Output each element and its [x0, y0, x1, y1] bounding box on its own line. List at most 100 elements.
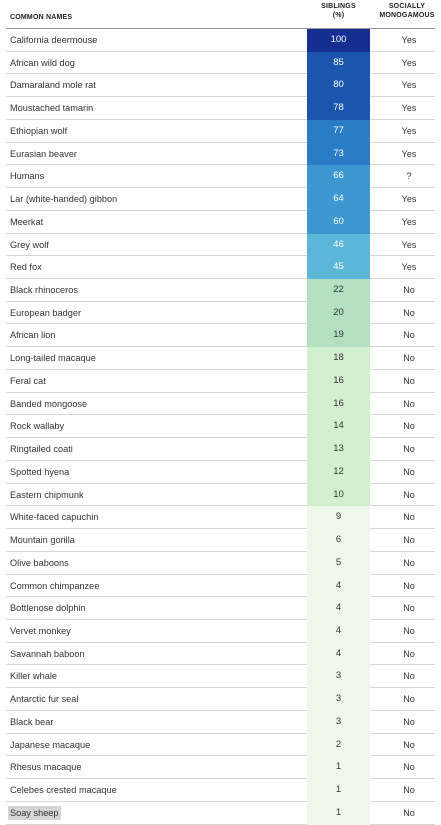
table-row: Grey wolf 46 Yes [6, 233, 435, 257]
table-row: Eurasian beaver 73 Yes [6, 142, 435, 166]
siblings-cell: 19 [307, 324, 370, 348]
table-row: Rhesus macaque 1 No [6, 756, 435, 780]
table-row: Mountain gorilla 6 No [6, 529, 435, 552]
table-row: Eastern chipmunk 10 No [6, 483, 435, 507]
table-row: Black bear 3 No [6, 710, 435, 734]
row-name: Japanese macaque [10, 739, 91, 750]
row-name: Spotted hyena [10, 466, 70, 477]
table-row: Moustached tamarin 78 Yes [6, 97, 435, 120]
siblings-cell: 14 [307, 415, 370, 439]
table-row: Soay sheep 1 No [6, 801, 435, 825]
monogamous-cell: Yes [401, 57, 417, 68]
row-name: Soay sheep [8, 805, 61, 820]
siblings-cell: 77 [307, 119, 370, 143]
monogamous-cell: Yes [401, 148, 417, 159]
siblings-cell: 12 [307, 460, 370, 484]
table-row: Japanese macaque 2 No [6, 733, 435, 757]
monogamous-cell: Yes [401, 125, 417, 136]
monogamous-cell: Yes [401, 262, 417, 273]
siblings-cell: 3 [307, 710, 370, 734]
siblings-cell: 4 [307, 619, 370, 643]
siblings-cell: 78 [307, 97, 370, 120]
monogamous-cell: No [403, 739, 415, 750]
monogamous-cell: No [403, 603, 415, 614]
header-divider [6, 28, 435, 29]
table-row: Ethiopian wolf 77 Yes [6, 119, 435, 143]
monogamous-cell: Yes [401, 216, 417, 227]
monogamous-cell: No [403, 557, 415, 568]
table-row: Humans 66? [6, 165, 435, 189]
siblings-cell: 13 [307, 438, 370, 461]
table-row: Savannah baboon 4 No [6, 642, 435, 666]
monogamous-cell: No [403, 785, 415, 796]
siblings-cell: 64 [307, 188, 370, 211]
row-name: African wild dog [10, 57, 75, 68]
row-name: Rock wallaby [10, 421, 65, 432]
table-row: Lar (white-handed) gibbon 64 Yes [6, 188, 435, 211]
table-row: Ringtailed coati 13 No [6, 438, 435, 461]
siblings-cell: 9 [307, 506, 370, 530]
row-name: Banded mongoose [10, 398, 88, 409]
row-name: Antarctic fur seal [10, 694, 79, 705]
row-name: Savannah baboon [10, 648, 85, 659]
row-name: White-faced capuchin [10, 512, 99, 523]
table-row: Long-tailed macaque 18 No [6, 347, 435, 370]
monogamous-cell: No [403, 489, 415, 500]
row-name: Celebes crested macaque [10, 785, 117, 796]
siblings-cell: 80 [307, 74, 370, 98]
monogamous-cell: No [403, 648, 415, 659]
table-row: Vervet monkey 4 No [6, 619, 435, 643]
siblings-cell: 10 [307, 483, 370, 507]
table-row: Feral cat 16 No [6, 369, 435, 393]
monogamous-cell: No [403, 375, 415, 386]
row-name: Feral cat [10, 375, 46, 386]
header-siblings: SIBLINGS (%) [307, 2, 370, 20]
siblings-cell: 1 [307, 801, 370, 825]
siblings-cell: 4 [307, 597, 370, 620]
monogamous-cell: No [403, 807, 415, 818]
row-name: Black rhinoceros [10, 285, 78, 296]
table-row: Killer whale 3 No [6, 665, 435, 689]
monogamous-cell: No [403, 625, 415, 636]
siblings-cell: 45 [307, 256, 370, 280]
row-name: Red fox [10, 262, 42, 273]
header-socially-monogamous: SOCIALLY MONOGAMOUS [376, 2, 438, 20]
siblings-cell: 16 [307, 392, 370, 416]
monogamous-cell: No [403, 694, 415, 705]
row-name: Lar (white-handed) gibbon [10, 194, 118, 205]
row-name: Eurasian beaver [10, 148, 77, 159]
siblings-cell: 1 [307, 779, 370, 802]
siblings-cell: 85 [307, 51, 370, 75]
table-row: Olive baboons 5 No [6, 551, 435, 575]
siblings-cell: 1 [307, 756, 370, 780]
row-name: Meerkat [10, 216, 44, 227]
header-mono-line1: SOCIALLY [388, 3, 426, 10]
monogamous-cell: Yes [401, 239, 417, 250]
siblings-cell: 2 [307, 733, 370, 757]
table-row: Bottlenose dolphin 4 No [6, 597, 435, 620]
monogamous-cell: No [403, 285, 415, 296]
table-row: African lion 19 No [6, 324, 435, 348]
row-name: Killer whale [10, 671, 57, 682]
table-row: California deermouse 100 Yes [6, 29, 435, 52]
siblings-cell: 73 [307, 142, 370, 166]
header-siblings-line1: SIBLINGS [321, 3, 356, 10]
row-name: Ringtailed coati [10, 444, 73, 455]
table-row: Banded mongoose 16 No [6, 392, 435, 416]
monogamous-cell: No [403, 330, 415, 341]
siblings-cell: 46 [307, 233, 370, 257]
monogamous-cell: No [403, 307, 415, 318]
siblings-cell: 20 [307, 301, 370, 325]
table-row: Meerkat 60 Yes [6, 210, 435, 234]
monogamous-cell: Yes [401, 80, 417, 91]
row-name: European badger [10, 307, 82, 318]
siblings-cell: 16 [307, 369, 370, 393]
siblings-cell: 4 [307, 642, 370, 666]
monogamous-cell: ? [406, 171, 412, 182]
siblings-cell: 66 [307, 165, 370, 189]
row-name: Vervet monkey [10, 625, 71, 636]
siblings-cell: 3 [307, 688, 370, 711]
row-name: Mountain gorilla [10, 535, 75, 546]
table-row: Celebes crested macaque 1 No [6, 779, 435, 802]
monogamous-cell: Yes [401, 35, 417, 45]
